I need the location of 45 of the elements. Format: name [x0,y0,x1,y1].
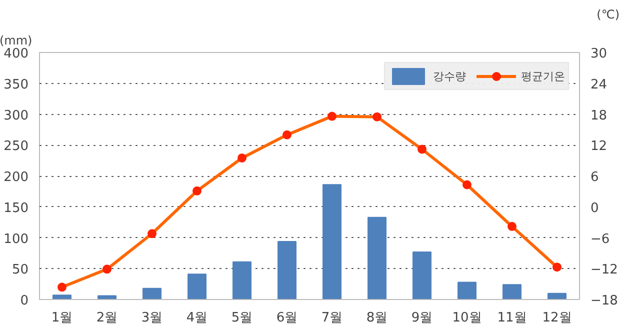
y-tick-label: 150 [4,200,29,216]
y-tick-label: 300 [4,108,29,124]
x-tick-label: 9월 [411,310,433,326]
y2-tick-label: 24 [590,77,608,92]
bar [458,282,476,300]
x-tick-label: 3월 [141,310,163,326]
bar [52,294,72,300]
bar [412,251,432,300]
bar [368,216,386,300]
x-tick-label: 8월 [366,310,388,326]
y2-tick-label: 6 [590,170,599,185]
y-tick-label: 400 [4,46,29,62]
y-tick-label: 250 [4,139,29,154]
x-tick-label: 1월 [51,310,73,326]
y2-axis-title: (℃) [596,8,620,22]
y-tick-label: 0 [20,294,29,308]
y-tick-label: 50 [12,262,29,278]
y2-tick-label: −12 [590,262,618,278]
y-tick-label: 350 [4,77,29,92]
x-tick-label: 5월 [231,310,253,326]
x-tick-label: 12월 [542,310,572,326]
y2-tick-label: 18 [590,108,608,124]
x-tick-label: 4월 [186,310,208,326]
y2-tick-label: −6 [590,232,610,247]
bar [502,284,522,300]
legend-label: 평균기온 [521,68,565,84]
bar [278,240,296,300]
x-tick-label: 7월 [321,310,343,326]
bar [232,261,252,300]
x-tick-label: 6월 [276,310,298,326]
x-tick-label: 11월 [497,310,527,326]
bar [548,292,566,300]
y-tick-label: 100 [4,232,29,247]
x-tick-label: 10월 [452,310,482,326]
x-tick-label: 2월 [96,310,118,326]
y-tick-label: 200 [4,170,29,185]
bar [188,274,206,300]
y2-tick-label: 0 [590,200,599,216]
bar [322,184,342,300]
y2-tick-label: 30 [590,46,608,62]
legend-label: 강수량 [433,68,466,84]
y-axis-title: (mm) [0,34,32,48]
bar [142,288,162,300]
y2-tick-label: −18 [590,294,618,308]
y2-tick-label: 12 [590,139,608,154]
